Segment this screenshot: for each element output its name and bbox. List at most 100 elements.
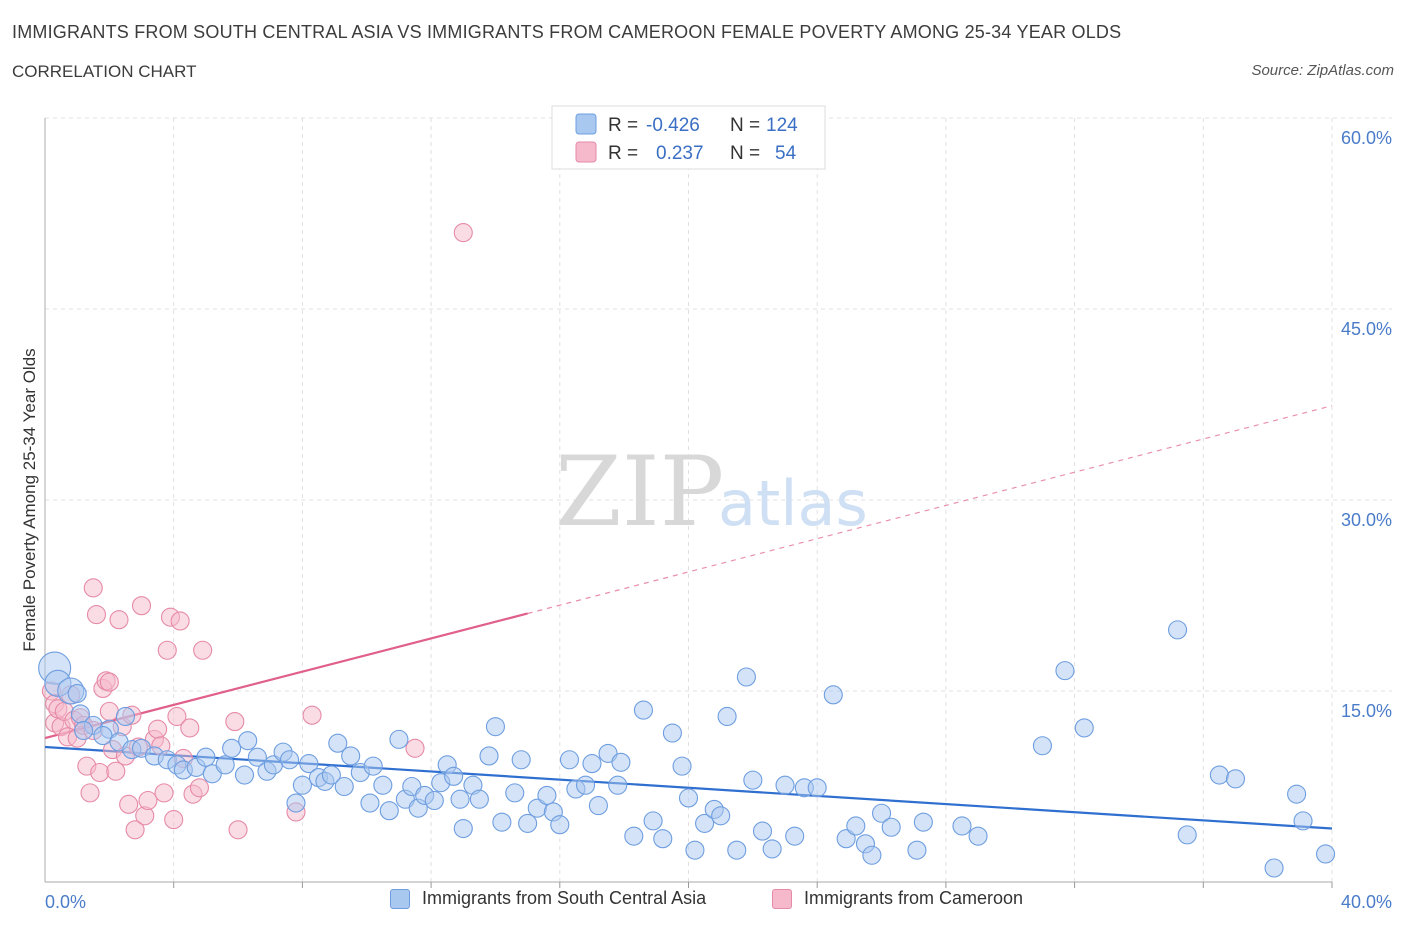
cameroon-point — [302, 705, 322, 725]
south-central-asia-point — [196, 747, 216, 767]
south-central-asia-point — [1287, 784, 1307, 804]
south-central-asia-point — [608, 775, 628, 795]
south-central-asia-point — [672, 756, 692, 776]
legend-r-label-2: R = — [608, 143, 638, 164]
south-central-asia-point — [511, 750, 531, 770]
south-central-asia-point — [1032, 736, 1052, 756]
chart-title: IMMIGRANTS FROM SOUTH CENTRAL ASIA VS IM… — [12, 22, 1122, 42]
cameroon-point — [99, 672, 119, 692]
source-label: Source: ZipAtlas.com — [1251, 62, 1394, 79]
south-central-asia-point — [1225, 769, 1246, 789]
south-central-asia-point — [424, 790, 444, 811]
south-central-asia-point — [537, 785, 557, 805]
south-central-asia-point — [846, 816, 866, 836]
south-central-asia-points — [38, 620, 1336, 878]
south-central-asia-point — [968, 826, 988, 846]
cameroon-point — [193, 640, 213, 660]
cameroon-point — [109, 610, 129, 630]
cameroon-point — [86, 605, 107, 625]
south-central-asia-point — [479, 746, 499, 766]
south-central-asia-point — [450, 789, 470, 809]
south-central-asia-point — [485, 717, 506, 737]
south-central-asia-point — [328, 733, 348, 753]
cameroon-point — [90, 762, 110, 783]
legend-item-south-central-asia[interactable]: Immigrants from South Central Asia — [390, 888, 706, 909]
south-central-asia-point — [871, 803, 892, 823]
cameroon-point — [157, 640, 177, 660]
cameroon-point — [131, 596, 152, 616]
south-central-asia-point — [234, 765, 255, 785]
south-central-asia-point — [469, 789, 489, 809]
south-central-asia-point — [836, 829, 856, 849]
south-central-asia-point — [711, 806, 731, 826]
south-central-asia-point — [215, 755, 235, 775]
cameroon-point — [119, 794, 139, 814]
south-central-asia-point — [913, 812, 933, 832]
south-central-asia-point — [685, 840, 705, 860]
cameroon-points — [41, 223, 473, 840]
south-central-asia-point — [862, 845, 882, 865]
legend-frame — [551, 105, 826, 170]
south-central-asia-point — [881, 817, 901, 837]
axes — [44, 118, 1333, 888]
south-central-asia-point — [653, 829, 673, 849]
south-central-asia-point — [1055, 661, 1075, 681]
cameroon-point — [405, 738, 425, 758]
south-central-asia-point — [115, 706, 135, 727]
south-central-asia-point — [611, 752, 631, 772]
south-central-asia-point — [662, 723, 682, 743]
south-central-asia-point — [717, 706, 737, 727]
south-central-asia-point — [678, 788, 699, 808]
y-tick-labels: 15.0% 30.0% 45.0% 60.0% — [1341, 128, 1392, 721]
south-central-asia-point — [93, 726, 113, 746]
south-central-asia-point — [1209, 765, 1229, 785]
south-central-asia-point — [222, 738, 242, 758]
cameroon-point — [154, 783, 174, 803]
south-central-asia-point — [334, 776, 354, 797]
cameroon-point — [189, 778, 209, 798]
south-central-asia-point — [453, 818, 473, 839]
south-central-asia-point — [1168, 620, 1188, 640]
legend-swatch-pink-bottom — [772, 888, 792, 909]
legend-box: R = -0.426 N = 124 R = 0.237 N = 54 — [551, 105, 826, 170]
south-central-asia-point — [238, 731, 258, 751]
cameroon-point — [228, 820, 248, 840]
south-central-asia-point — [823, 685, 843, 705]
cameroon-point — [106, 761, 126, 781]
south-central-asia-point — [624, 826, 644, 846]
chart-subtitle: CORRELATION CHART — [12, 62, 197, 81]
cameroon-point — [125, 820, 145, 840]
south-central-asia-point — [550, 815, 570, 835]
cameroon-point — [148, 719, 168, 739]
south-central-asia-point — [582, 754, 602, 774]
south-central-asia-point — [247, 747, 267, 767]
legend-r-label-1: R = — [608, 115, 638, 136]
south-central-asia-point — [360, 793, 380, 813]
legend-swatch-blue — [575, 113, 597, 135]
south-central-asia-point — [363, 756, 383, 776]
legend-n-value-1: 124 — [766, 115, 798, 136]
legend-n-label-2: N = — [730, 143, 760, 164]
south-central-asia-point — [775, 775, 795, 795]
legend-swatch-pink — [575, 141, 597, 163]
south-central-asia-point — [492, 812, 512, 832]
cameroon-point — [80, 783, 100, 803]
y-axis-label: Female Poverty Among 25-34 Year Olds — [20, 348, 39, 651]
watermark-zip: ZIP — [555, 436, 724, 548]
x-tick-label-min: 0.0% — [45, 892, 86, 912]
south-central-asia-point — [575, 775, 596, 795]
south-central-asia-point — [67, 683, 87, 704]
legend-label-south-central-asia: Immigrants from South Central Asia — [422, 888, 707, 908]
south-central-asia-point — [279, 750, 300, 770]
south-central-asia-point — [1264, 858, 1284, 878]
south-central-asia-point — [1293, 811, 1313, 831]
legend-r-value-1: -0.426 — [646, 115, 700, 136]
south-central-asia-point — [1316, 844, 1336, 864]
legend-item-cameroon[interactable]: Immigrants from Cameroon — [772, 888, 1023, 909]
south-central-asia-point — [1074, 718, 1094, 738]
south-central-asia-point — [292, 775, 312, 795]
south-central-asia-point — [389, 729, 409, 749]
y-tick-label: 15.0% — [1341, 701, 1392, 721]
cameroon-point — [225, 712, 245, 732]
